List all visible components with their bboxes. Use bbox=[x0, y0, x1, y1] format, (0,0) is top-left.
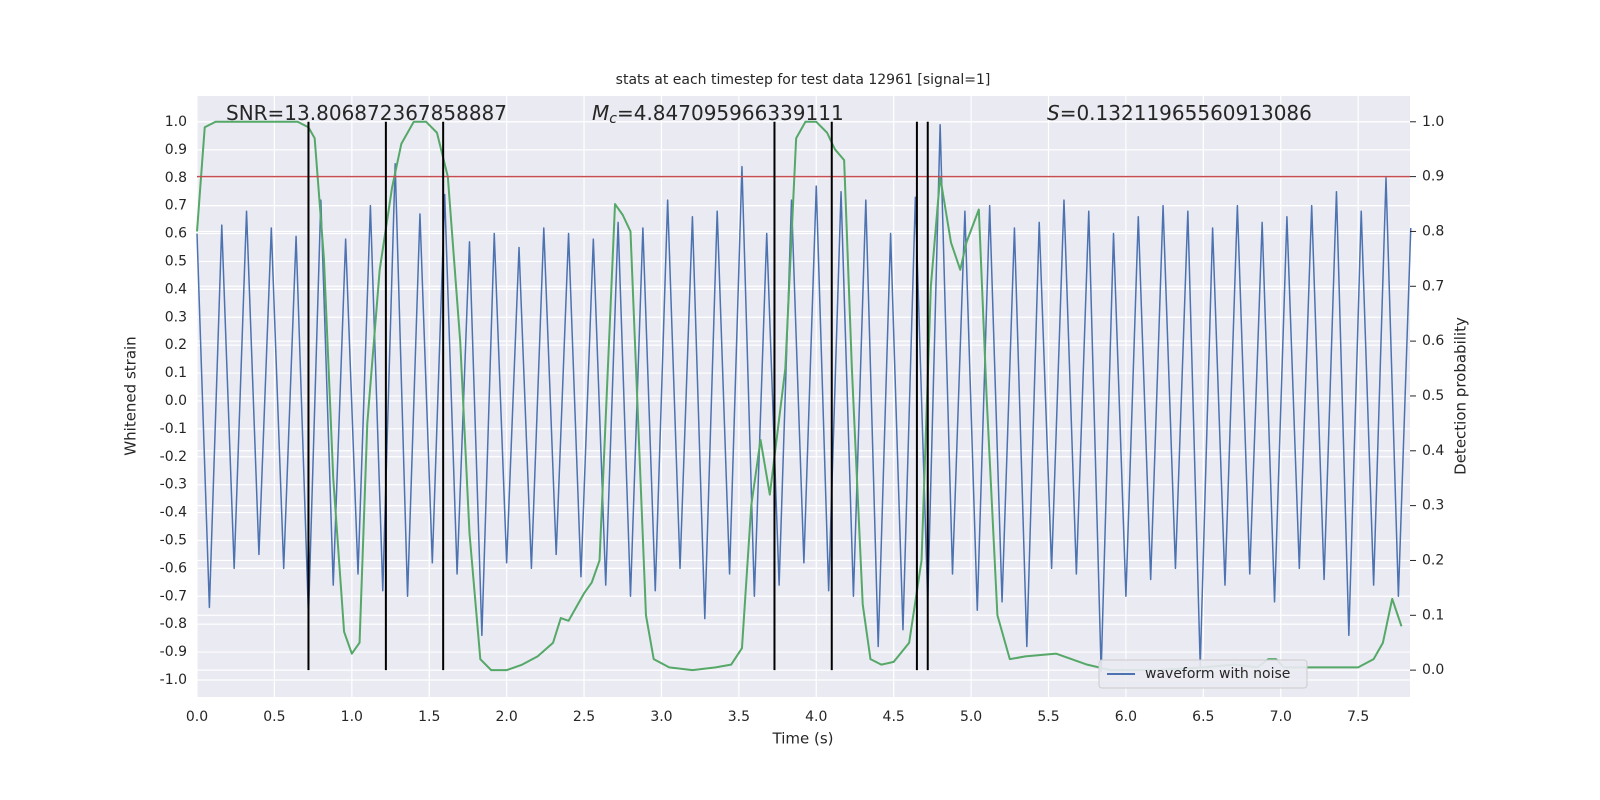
x-tick-label: 5.5 bbox=[1037, 709, 1059, 725]
y-tick-label: 0.0 bbox=[165, 393, 187, 409]
annotation-symbol: M bbox=[592, 101, 609, 125]
y-tick-label: -0.3 bbox=[160, 477, 187, 493]
x-tick-label: 1.5 bbox=[418, 709, 440, 725]
y-tick-label: -0.6 bbox=[160, 560, 187, 576]
y-tick-label: -0.4 bbox=[160, 505, 187, 521]
annotation-symbol: S bbox=[1047, 101, 1060, 125]
x-tick-label: 6.0 bbox=[1115, 709, 1137, 725]
y2-tick-label: 0.7 bbox=[1422, 278, 1444, 294]
y2-axis-label: Detection probability bbox=[1452, 317, 1470, 475]
y2-tick-label: 0.8 bbox=[1422, 223, 1444, 239]
annotation: S=0.13211965560913086 bbox=[1047, 101, 1312, 125]
legend-label: waveform with noise bbox=[1145, 666, 1290, 682]
annotation-text: =0.13211965560913086 bbox=[1060, 101, 1312, 125]
x-tick-label: 4.0 bbox=[805, 709, 827, 725]
y-tick-label: 0.6 bbox=[165, 226, 187, 242]
y2-tick-label: 1.0 bbox=[1422, 114, 1444, 130]
y2-tick-label: 0.4 bbox=[1422, 443, 1444, 459]
y2-tick-label: 0.6 bbox=[1422, 333, 1444, 349]
annotation: SNR=13.806872367858887 bbox=[226, 101, 507, 125]
y-axis-label: Whitened strain bbox=[122, 336, 140, 455]
annotation-text: =4.847095966339111 bbox=[617, 101, 844, 125]
y2-tick-label: 0.2 bbox=[1422, 552, 1444, 568]
x-tick-label: 6.5 bbox=[1192, 709, 1214, 725]
annotation-text: SNR=13.806872367858887 bbox=[226, 101, 507, 125]
y-tick-label: 0.2 bbox=[165, 337, 187, 353]
x-tick-label: 2.5 bbox=[573, 709, 595, 725]
y-tick-label: 0.5 bbox=[165, 253, 187, 269]
annotation: Mc=4.847095966339111 bbox=[592, 101, 844, 128]
x-tick-label: 3.5 bbox=[728, 709, 750, 725]
y-tick-label: 0.1 bbox=[165, 365, 187, 381]
y-tick-label: 0.9 bbox=[165, 142, 187, 158]
y-tick-label: 0.8 bbox=[165, 170, 187, 186]
y-tick-label: -0.2 bbox=[160, 449, 187, 465]
x-tick-label: 7.5 bbox=[1347, 709, 1369, 725]
y-tick-label: 0.4 bbox=[165, 281, 187, 297]
x-tick-label: 3.0 bbox=[650, 709, 672, 725]
x-tick-label: 2.0 bbox=[496, 709, 518, 725]
y-tick-label: 0.7 bbox=[165, 198, 187, 214]
y2-tick-label: 0.9 bbox=[1422, 169, 1444, 185]
x-tick-label: 0.5 bbox=[263, 709, 285, 725]
y-tick-label: -0.8 bbox=[160, 616, 187, 632]
y-tick-label: -0.7 bbox=[160, 588, 187, 604]
annotation-subscript: c bbox=[609, 111, 617, 127]
y2-tick-label: 0.1 bbox=[1422, 607, 1444, 623]
y2-tick-label: 0.5 bbox=[1422, 388, 1444, 404]
labels: 0.0 0.5 1.0 1.5 2.0 2.5 3.0 3.5 4.0 4.5 5.0 5.5 6.0 6… bbox=[160, 101, 1445, 726]
y2-tick-label: 0.0 bbox=[1422, 662, 1444, 678]
x-axis-label: Time (s) bbox=[772, 730, 834, 748]
chart-title: stats at each timestep for test data 129… bbox=[616, 72, 991, 88]
y-tick-label: -0.5 bbox=[160, 532, 187, 548]
x-tick-label: 4.5 bbox=[883, 709, 905, 725]
y-tick-label: 1.0 bbox=[165, 114, 187, 130]
series-line bbox=[196, 123, 1412, 673]
series-line bbox=[196, 120, 1403, 672]
y-tick-label: -0.9 bbox=[160, 644, 187, 660]
x-tick-label: 1.0 bbox=[341, 709, 363, 725]
y-tick-label: -1.0 bbox=[160, 672, 187, 688]
x-tick-label: 0.0 bbox=[186, 709, 208, 725]
y-tick-label: -0.1 bbox=[160, 421, 187, 437]
y-tick-label: 0.3 bbox=[165, 309, 187, 325]
y2-tick-label: 0.3 bbox=[1422, 498, 1444, 514]
x-tick-label: 5.0 bbox=[960, 709, 982, 725]
legend-box bbox=[1098, 659, 1308, 689]
x-tick-label: 7.0 bbox=[1270, 709, 1292, 725]
